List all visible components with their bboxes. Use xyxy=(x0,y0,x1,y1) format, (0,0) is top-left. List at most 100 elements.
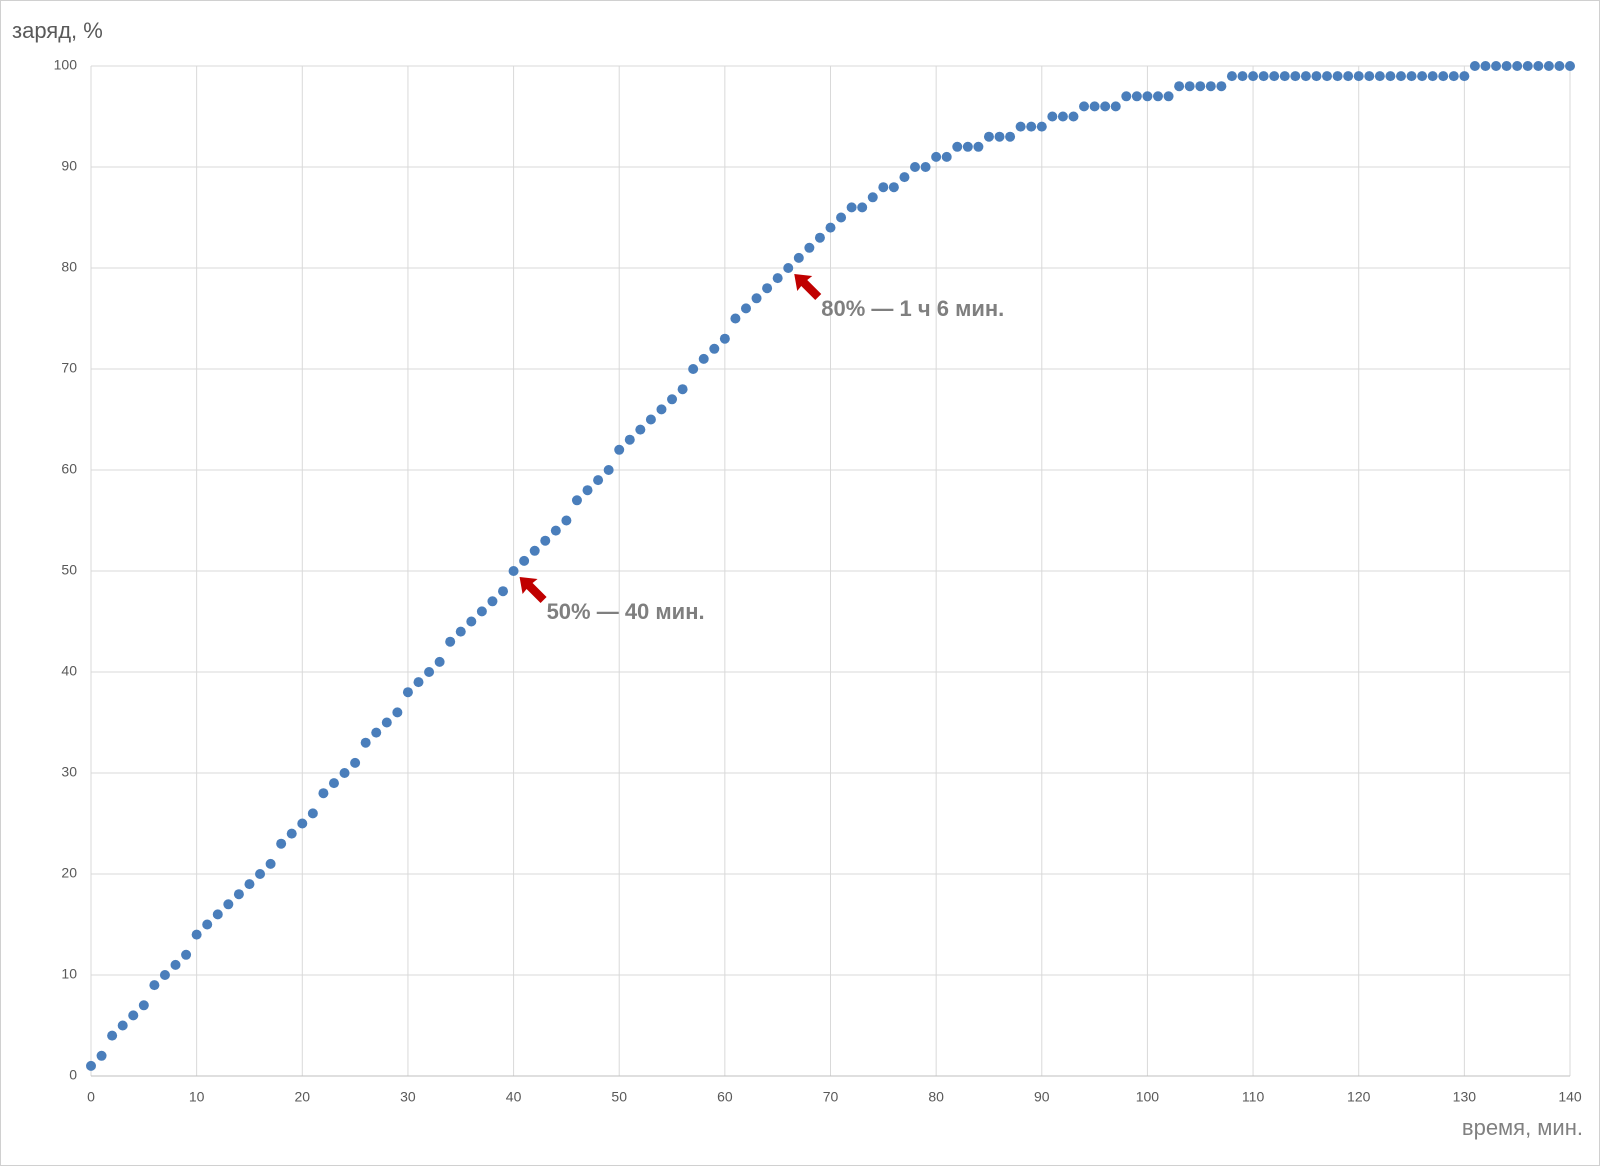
point xyxy=(1395,71,1406,82)
point xyxy=(381,717,392,728)
point xyxy=(1374,71,1385,82)
point xyxy=(973,141,984,152)
point xyxy=(920,162,931,172)
point xyxy=(1565,61,1575,71)
point xyxy=(191,929,202,940)
point xyxy=(804,242,815,253)
point xyxy=(1522,61,1533,71)
point xyxy=(170,959,181,970)
point xyxy=(952,141,963,152)
point xyxy=(983,131,994,142)
y-tick-label: 40 xyxy=(61,663,77,679)
point xyxy=(159,970,170,980)
annotation-arrow xyxy=(519,577,547,603)
point xyxy=(519,555,530,566)
point xyxy=(276,838,287,849)
point xyxy=(603,465,614,475)
point xyxy=(508,566,519,576)
y-tick-label: 10 xyxy=(61,966,77,982)
x-tick-label: 110 xyxy=(1242,1089,1265,1105)
point xyxy=(445,636,456,647)
point xyxy=(413,677,424,688)
point xyxy=(667,394,678,405)
point xyxy=(1057,111,1068,122)
point xyxy=(614,444,625,455)
y-tick-label: 60 xyxy=(61,461,77,477)
y-tick-label: 50 xyxy=(61,562,77,578)
x-tick-label: 0 xyxy=(87,1089,95,1105)
point xyxy=(677,384,688,395)
point xyxy=(772,273,783,284)
point xyxy=(1533,61,1544,71)
point xyxy=(867,192,878,203)
point xyxy=(476,606,487,617)
point xyxy=(740,303,751,314)
point xyxy=(255,869,266,879)
point xyxy=(846,202,857,213)
point xyxy=(1248,71,1259,82)
point xyxy=(1353,71,1364,82)
point xyxy=(455,626,466,637)
point xyxy=(1005,131,1016,142)
point xyxy=(1079,101,1090,112)
point xyxy=(1237,71,1248,82)
point xyxy=(286,828,297,839)
point xyxy=(825,222,836,233)
point xyxy=(962,141,973,152)
x-tick-label: 60 xyxy=(717,1089,733,1105)
x-tick-label: 140 xyxy=(1558,1089,1582,1105)
point xyxy=(265,858,276,869)
point xyxy=(571,495,582,506)
point xyxy=(1512,61,1523,71)
annotation: 50% — 40 мин. xyxy=(547,599,705,624)
point xyxy=(1047,111,1058,122)
point xyxy=(434,656,445,667)
point xyxy=(1343,71,1354,82)
point xyxy=(498,586,509,597)
x-axis-title: время, мин. xyxy=(1462,1115,1583,1140)
point xyxy=(128,1010,139,1021)
point xyxy=(941,151,952,162)
point xyxy=(878,182,889,193)
point xyxy=(1026,121,1037,132)
point xyxy=(1543,61,1554,71)
point xyxy=(307,808,318,819)
point xyxy=(550,525,561,536)
y-tick-label: 70 xyxy=(61,360,77,376)
point xyxy=(1480,61,1491,71)
point xyxy=(1174,81,1185,92)
point xyxy=(635,424,646,435)
x-tick-label: 10 xyxy=(189,1089,205,1105)
point xyxy=(1089,101,1100,112)
point xyxy=(1469,61,1480,71)
point xyxy=(1184,81,1195,92)
point xyxy=(1036,121,1047,132)
point xyxy=(1269,71,1280,82)
point xyxy=(1152,91,1163,102)
point xyxy=(645,414,656,425)
point xyxy=(350,757,361,768)
point xyxy=(624,434,635,445)
point xyxy=(1015,121,1026,132)
x-tick-label: 130 xyxy=(1453,1089,1477,1105)
x-tick-label: 100 xyxy=(1136,1089,1160,1105)
point xyxy=(1554,61,1565,71)
x-tick-label: 120 xyxy=(1347,1089,1371,1105)
point xyxy=(181,949,192,960)
point xyxy=(688,364,699,374)
y-tick-label: 80 xyxy=(61,259,77,275)
x-tick-label: 90 xyxy=(1034,1089,1050,1105)
point xyxy=(1311,71,1322,82)
point xyxy=(899,172,910,183)
point xyxy=(212,909,223,920)
point xyxy=(96,1050,107,1061)
point xyxy=(1131,91,1142,102)
point xyxy=(656,404,667,415)
annotation: 80% — 1 ч 6 мин. xyxy=(821,296,1004,321)
point xyxy=(762,283,773,294)
point xyxy=(540,535,551,546)
point xyxy=(297,818,308,829)
point xyxy=(561,515,572,526)
point xyxy=(371,727,382,738)
point xyxy=(244,879,255,890)
